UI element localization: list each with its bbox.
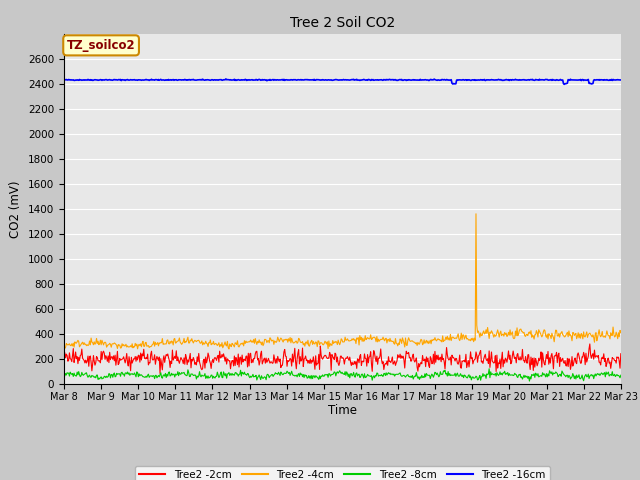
Tree2 -4cm: [472, 211, 480, 216]
Text: TZ_soilco2: TZ_soilco2: [67, 39, 136, 52]
Tree2 -2cm: [60, 358, 68, 363]
Y-axis label: CO2 (mV): CO2 (mV): [10, 180, 22, 238]
Tree2 -8cm: [617, 372, 625, 378]
Tree2 -2cm: [214, 352, 222, 358]
Tree2 -8cm: [70, 370, 78, 376]
Tree2 -8cm: [410, 374, 418, 380]
Line: Tree2 -2cm: Tree2 -2cm: [64, 344, 621, 373]
Tree2 -4cm: [127, 344, 135, 350]
Tree2 -16cm: [411, 77, 419, 83]
Line: Tree2 -4cm: Tree2 -4cm: [64, 214, 621, 349]
Tree2 -2cm: [127, 354, 135, 360]
Tree2 -16cm: [60, 77, 68, 83]
Tree2 -4cm: [214, 343, 221, 348]
Tree2 -2cm: [586, 341, 594, 347]
Tree2 -2cm: [617, 351, 625, 357]
Tree2 -4cm: [60, 342, 68, 348]
Tree2 -2cm: [428, 356, 435, 361]
Tree2 -2cm: [70, 360, 78, 365]
Tree2 -8cm: [127, 371, 135, 377]
X-axis label: Time: Time: [328, 405, 357, 418]
Tree2 -16cm: [70, 77, 78, 83]
Tree2 -2cm: [185, 359, 193, 365]
Line: Tree2 -16cm: Tree2 -16cm: [64, 79, 621, 84]
Tree2 -16cm: [428, 77, 435, 83]
Tree2 -4cm: [70, 344, 78, 350]
Tree2 -8cm: [214, 369, 221, 375]
Tree2 -8cm: [485, 366, 493, 372]
Title: Tree 2 Soil CO2: Tree 2 Soil CO2: [290, 16, 395, 30]
Tree2 -16cm: [617, 77, 625, 83]
Tree2 -8cm: [184, 367, 192, 372]
Tree2 -8cm: [60, 372, 68, 378]
Tree2 -16cm: [214, 77, 221, 83]
Tree2 -4cm: [411, 339, 419, 345]
Tree2 -8cm: [426, 376, 434, 382]
Tree2 -2cm: [411, 359, 419, 365]
Tree2 -2cm: [156, 371, 164, 376]
Tree2 -4cm: [428, 341, 435, 347]
Tree2 -16cm: [222, 76, 230, 82]
Tree2 -16cm: [127, 77, 135, 83]
Tree2 -16cm: [184, 77, 192, 83]
Legend: Tree2 -2cm, Tree2 -4cm, Tree2 -8cm, Tree2 -16cm: Tree2 -2cm, Tree2 -4cm, Tree2 -8cm, Tree…: [135, 466, 550, 480]
Tree2 -16cm: [561, 82, 568, 87]
Line: Tree2 -8cm: Tree2 -8cm: [64, 369, 621, 381]
Tree2 -8cm: [525, 378, 533, 384]
Tree2 -4cm: [184, 334, 192, 340]
Tree2 -4cm: [617, 329, 625, 335]
Tree2 -4cm: [225, 346, 233, 352]
